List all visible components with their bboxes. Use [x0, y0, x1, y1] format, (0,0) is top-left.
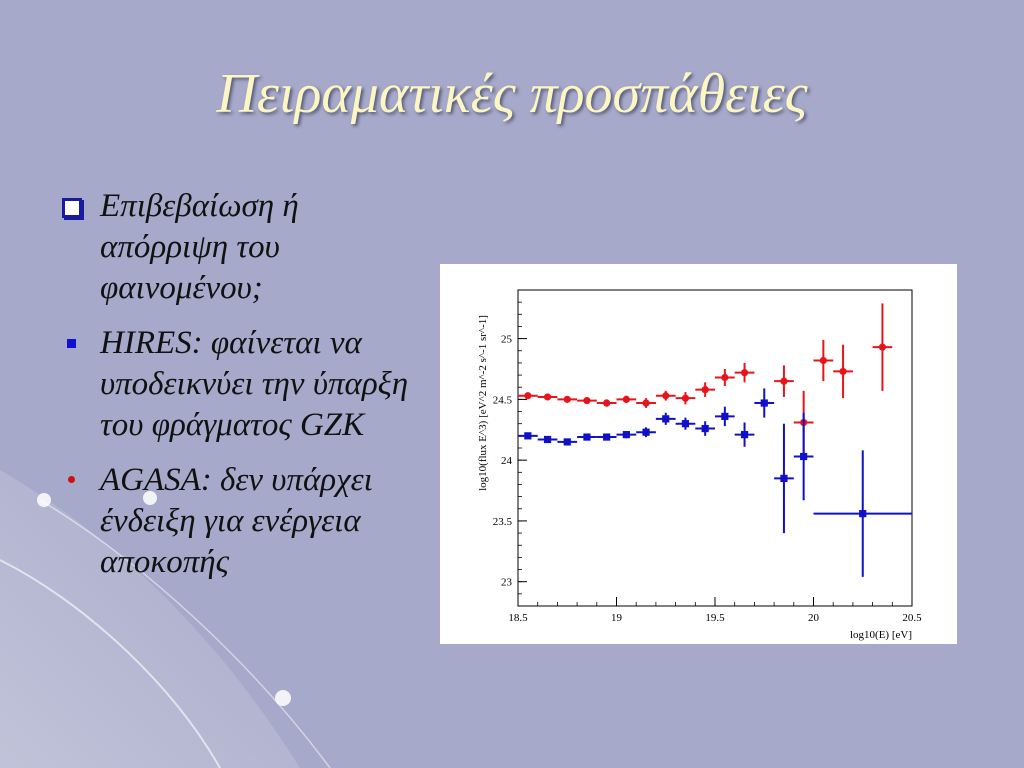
box-bullet-icon — [62, 198, 82, 218]
chart-svg: 18.5 19 19.5 20 20.5 23 23.5 24 24.5 25 log10(E) … — [477, 289, 922, 641]
data-series — [518, 303, 893, 455]
decor-dot — [275, 690, 291, 706]
data-point — [603, 433, 611, 441]
bullet-list: Επιβεβαίωση ή απόρριψη του φαινομένου; H… — [62, 186, 432, 597]
data-point — [524, 392, 532, 400]
data-point — [740, 369, 749, 377]
data-point — [760, 399, 768, 407]
data-point — [740, 431, 749, 439]
data-point — [819, 356, 827, 365]
data-point — [642, 428, 650, 436]
data-point — [721, 373, 729, 382]
data-point — [563, 395, 571, 403]
data-point — [878, 343, 887, 351]
data-point — [662, 392, 670, 400]
bullet-text: HIRES: φαίνεται να υποδεικνύει την ύπαρξ… — [100, 325, 409, 443]
data-point — [662, 415, 670, 423]
bullet-text: AGASA: δεν υπάρχει ένδειξη για ενέργεια … — [100, 462, 373, 580]
spectrum-chart: 18.5 19 19.5 20 20.5 23 23.5 24 24.5 25 log10(E) … — [440, 264, 957, 644]
y-tick-label: 23.5 — [493, 516, 513, 528]
data-point — [524, 432, 532, 440]
data-point — [839, 367, 847, 376]
y-axis-label: log10(flux E^3) [eV^2 m^-2 s^-1 sr^-1] — [477, 315, 489, 491]
dot-bullet-icon — [68, 476, 75, 483]
x-tick-label: 20 — [808, 612, 820, 624]
data-point — [583, 397, 591, 405]
y-tick-label: 23 — [501, 577, 513, 589]
slide-title: Πειραματικές προσπάθειες — [216, 63, 808, 125]
data-point — [642, 399, 650, 407]
x-tick-label: 19 — [611, 612, 623, 624]
data-point — [780, 377, 788, 385]
data-point — [681, 394, 690, 402]
x-tick-label: 18.5 — [508, 612, 528, 624]
decor-dot — [37, 493, 51, 507]
y-tick-label: 25 — [501, 334, 513, 346]
data-point — [800, 452, 808, 461]
y-tick-label: 24 — [501, 455, 513, 467]
data-point — [622, 395, 630, 403]
bullet-text: Επιβεβαίωση ή απόρριψη του φαινομένου; — [100, 188, 299, 306]
y-tick-label: 24.5 — [493, 394, 513, 406]
data-point — [603, 399, 611, 407]
data-point — [681, 420, 690, 428]
data-point — [780, 474, 788, 482]
data-series — [518, 388, 912, 577]
data-point — [701, 386, 709, 394]
data-point — [721, 412, 729, 420]
data-point — [859, 510, 867, 518]
data-point — [543, 435, 552, 444]
bullet-item: Επιβεβαίωση ή απόρριψη του φαινομένου; — [62, 186, 432, 309]
x-tick-label: 20.5 — [902, 612, 922, 624]
bullet-item: AGASA: δεν υπάρχει ένδειξη για ενέργεια … — [62, 460, 432, 583]
data-point — [701, 424, 709, 433]
square-bullet-icon — [67, 339, 76, 348]
plot-frame — [517, 289, 913, 607]
data-point — [543, 393, 552, 401]
bullet-item: HIRES: φαίνεται να υποδεικνύει την ύπαρξ… — [62, 323, 432, 446]
data-point — [622, 431, 630, 439]
data-point — [563, 438, 571, 446]
x-axis-label: log10(E) [eV] — [850, 629, 912, 641]
data-point — [583, 433, 591, 441]
x-tick-label: 19.5 — [705, 612, 725, 624]
